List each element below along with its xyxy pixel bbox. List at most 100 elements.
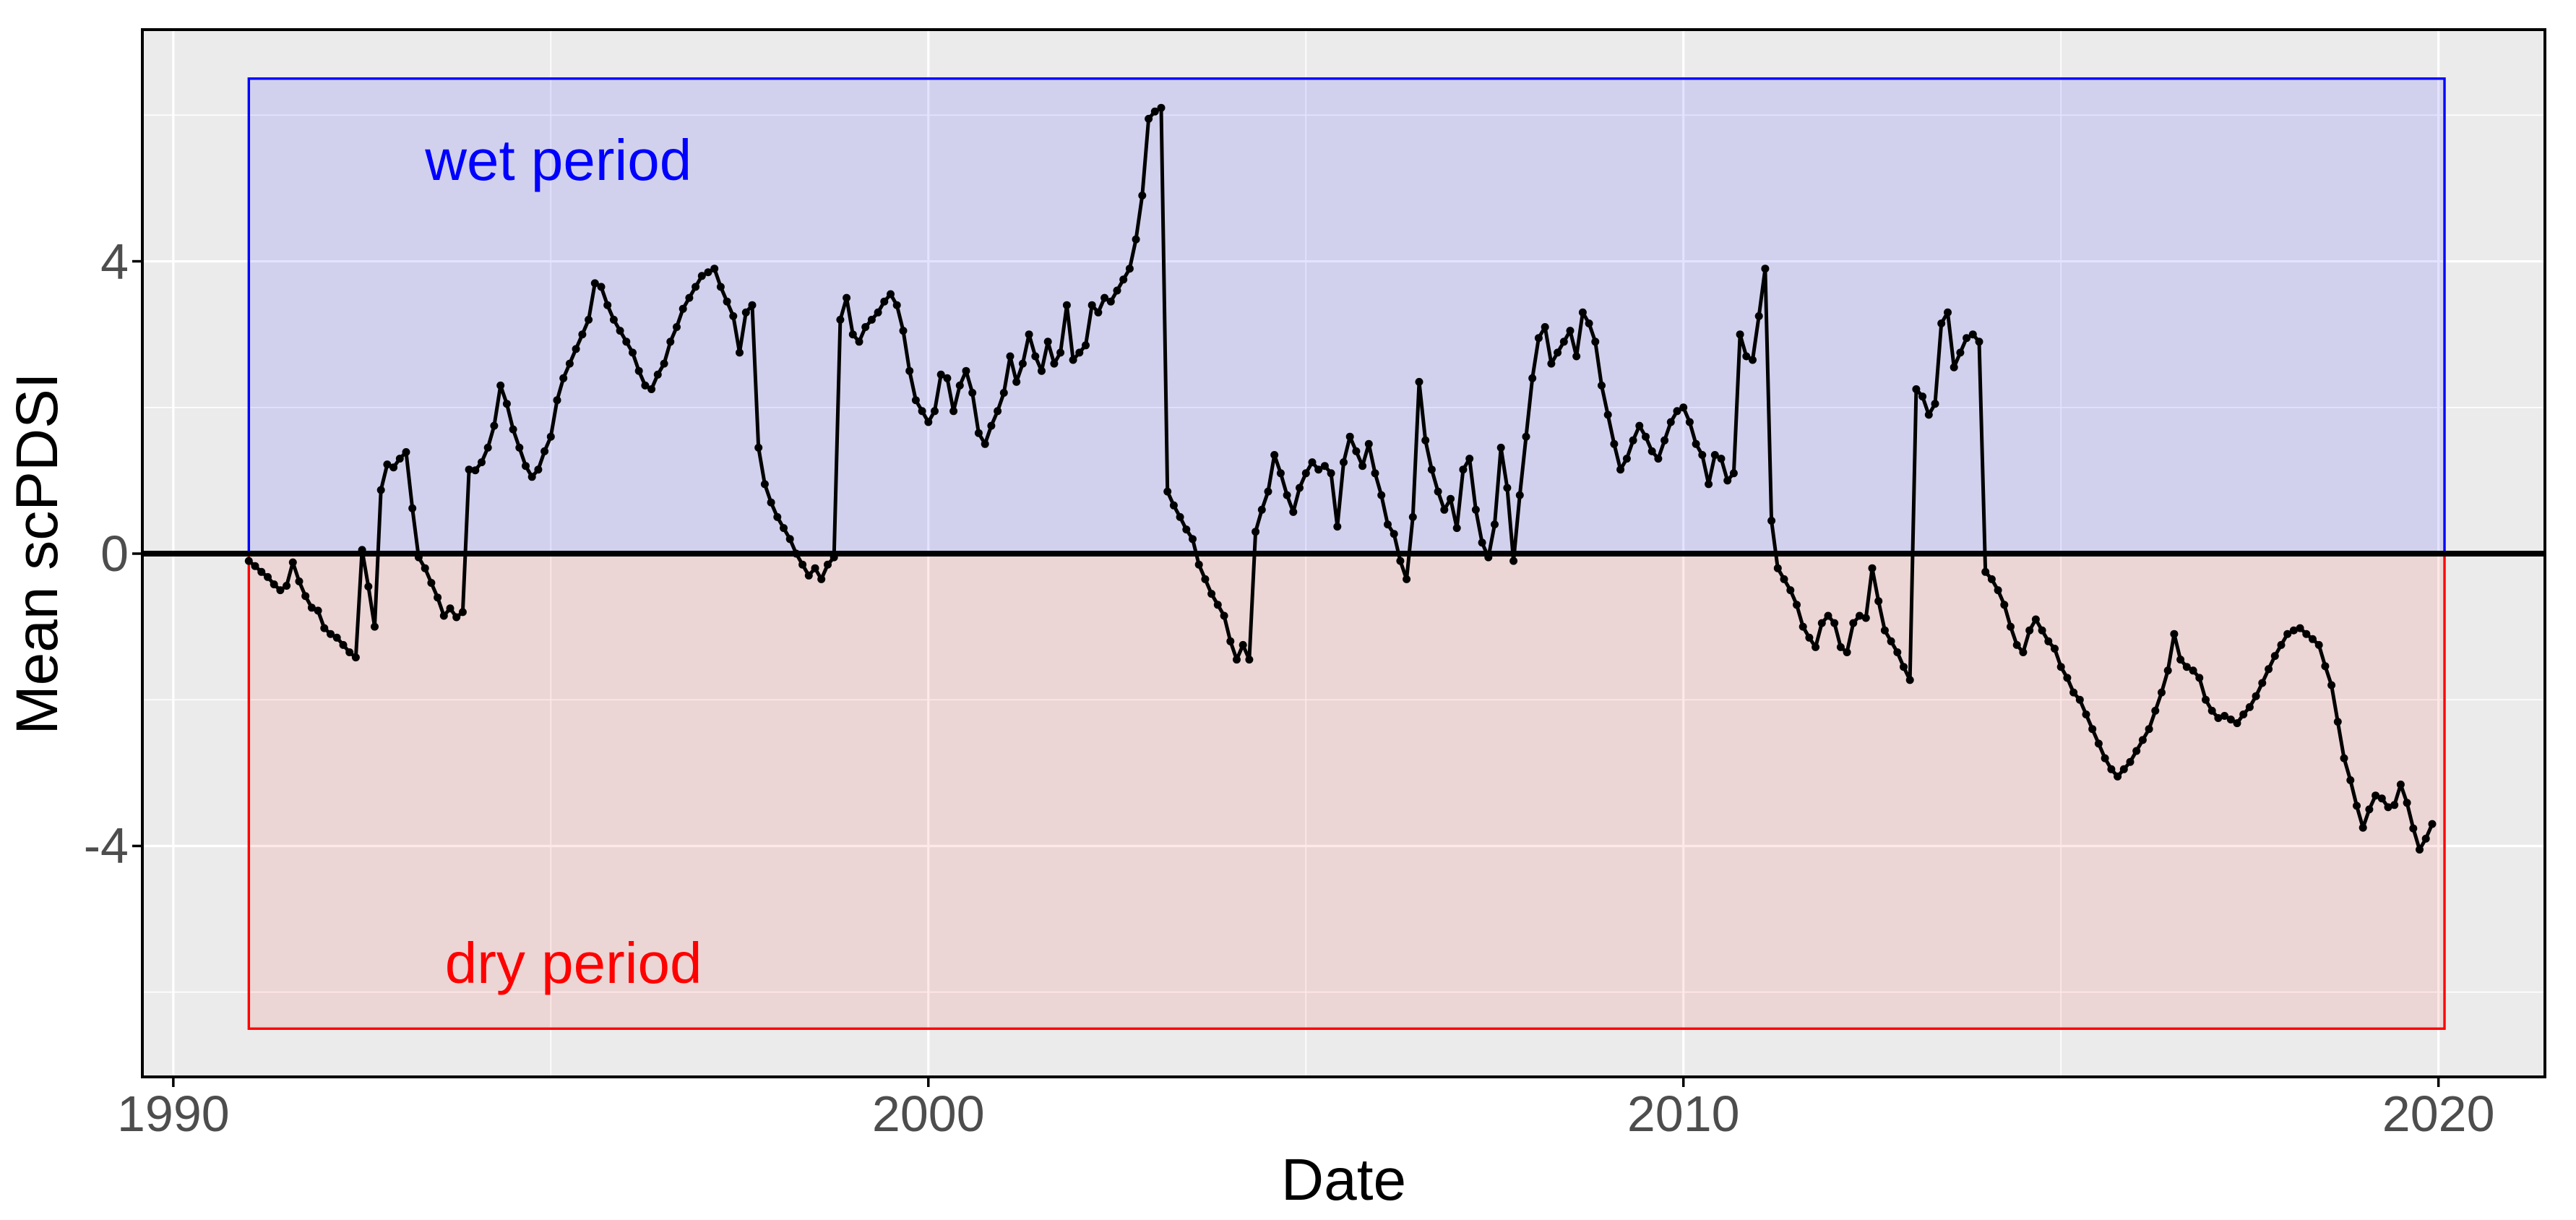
data-point <box>660 359 668 368</box>
data-point <box>1069 356 1077 364</box>
data-point <box>1157 103 1166 112</box>
data-point <box>1364 439 1373 448</box>
data-point <box>2075 695 2084 704</box>
data-point <box>1937 319 1946 327</box>
data-point <box>1371 469 1379 478</box>
data-point <box>546 432 555 441</box>
data-point <box>2265 665 2273 674</box>
data-point <box>1761 265 1770 273</box>
data-point <box>748 301 757 309</box>
data-point <box>2182 663 2191 671</box>
data-point <box>2202 695 2210 704</box>
data-point <box>2163 666 2172 675</box>
data-point <box>1749 356 1757 364</box>
data-point <box>911 396 920 405</box>
data-point <box>673 323 681 331</box>
data-point <box>811 564 819 572</box>
data-point <box>892 301 901 309</box>
data-point <box>2396 781 2405 789</box>
data-point <box>785 535 794 544</box>
data-point <box>987 421 996 430</box>
data-point <box>773 512 782 521</box>
data-point <box>2258 679 2267 687</box>
data-point <box>1673 407 1681 416</box>
data-point <box>2428 820 2437 828</box>
data-point <box>2151 706 2160 715</box>
data-point <box>339 640 348 649</box>
data-point <box>848 330 857 339</box>
data-point <box>1377 491 1386 499</box>
data-point <box>1006 352 1015 361</box>
data-point <box>679 304 687 313</box>
data-point <box>376 486 385 494</box>
data-point <box>955 381 964 390</box>
data-point <box>1075 348 1084 357</box>
data-point <box>351 653 360 662</box>
data-point <box>1182 525 1191 534</box>
data-point <box>968 389 977 397</box>
data-point <box>1956 348 1965 357</box>
data-point <box>1793 601 1801 609</box>
y-tick-label: 0 <box>100 525 129 582</box>
data-point <box>647 385 656 393</box>
data-point <box>666 338 675 346</box>
data-point <box>490 421 499 430</box>
data-point <box>2101 754 2109 762</box>
data-point <box>1308 458 1317 467</box>
data-point <box>2000 601 2009 609</box>
data-point <box>1635 421 1644 430</box>
data-point <box>414 553 423 562</box>
data-point <box>496 381 505 390</box>
data-point <box>295 577 303 585</box>
data-point <box>1963 334 1971 343</box>
data-point <box>855 338 863 346</box>
data-point <box>527 473 536 481</box>
data-point <box>1452 524 1461 533</box>
data-point <box>1515 491 1524 499</box>
data-point <box>1025 330 1033 339</box>
data-point <box>540 447 549 455</box>
data-point <box>1320 462 1329 471</box>
data-point <box>716 283 725 291</box>
data-point <box>276 586 285 595</box>
data-point <box>723 297 731 306</box>
data-point <box>1534 334 1543 343</box>
data-point <box>736 348 744 357</box>
data-point <box>2088 725 2097 734</box>
data-point <box>1868 564 1877 572</box>
x-tick-label: 2020 <box>2382 1086 2495 1142</box>
data-point <box>458 608 467 617</box>
data-point <box>1509 557 1518 565</box>
data-point <box>264 572 272 581</box>
data-point <box>1729 469 1738 478</box>
data-point <box>1987 575 1996 583</box>
data-point <box>1125 265 1134 273</box>
data-point <box>867 315 876 324</box>
data-point <box>1427 465 1436 474</box>
data-point <box>1459 465 1468 474</box>
data-point <box>2158 688 2166 697</box>
data-point <box>1654 455 1663 463</box>
data-point <box>861 323 870 331</box>
data-point <box>2056 663 2065 671</box>
data-point <box>1239 640 1247 649</box>
data-point <box>1465 455 1474 463</box>
data-point <box>1629 436 1637 444</box>
data-point <box>1031 352 1040 361</box>
data-point <box>1503 484 1512 492</box>
data-point <box>1679 403 1688 412</box>
data-point <box>1754 312 1763 320</box>
data-point <box>2314 640 2323 649</box>
data-point <box>1944 308 1952 317</box>
data-point <box>754 443 763 452</box>
data-point <box>1484 553 1493 562</box>
data-point <box>1100 293 1109 302</box>
data-point <box>2346 776 2355 784</box>
data-point <box>817 575 826 583</box>
data-point <box>697 272 706 280</box>
data-point <box>1528 374 1537 382</box>
data-point <box>1622 455 1631 463</box>
data-point <box>421 564 429 572</box>
data-point <box>1270 451 1279 459</box>
